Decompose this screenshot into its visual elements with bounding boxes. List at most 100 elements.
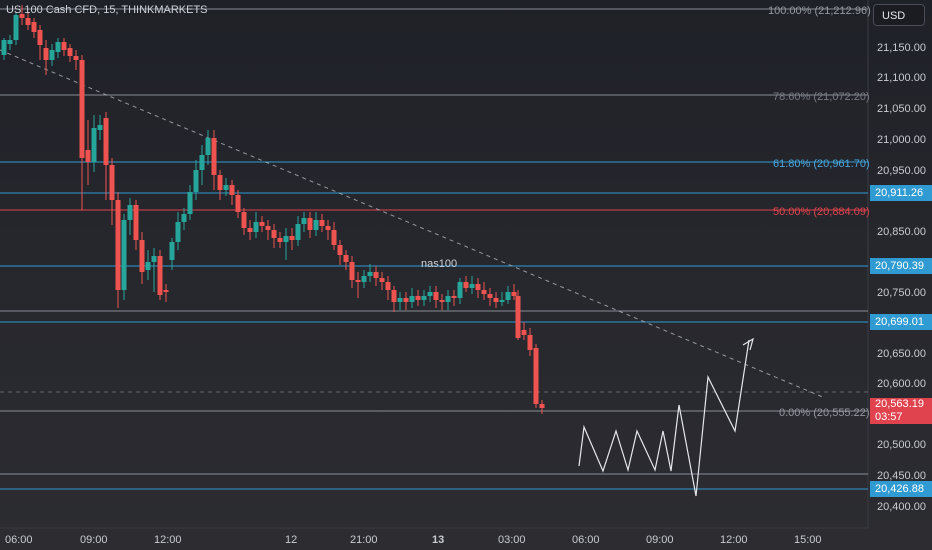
candle-body [493,298,499,302]
candle-body [409,296,415,302]
candle-body [265,226,271,230]
candle-body [163,290,169,292]
candle-body [37,30,43,45]
candle-body [127,205,133,220]
candle-body [49,50,55,60]
price-axis[interactable]: 21,150.00 21,100.00 21,050.00 21,000.00 … [877,42,926,513]
candle-body [31,22,37,32]
time-axis-label: 09:00 [646,534,674,546]
price-tag-level-3[interactable]: 20,699.01 [870,314,932,330]
candle-body [61,42,67,50]
candle-body [157,256,163,295]
candle-body [343,255,349,262]
candle-body [211,138,217,175]
candle-body [539,404,545,408]
price-axis-label: 20,400.00 [877,501,926,513]
price-tag-level-4[interactable]: 20,426.88 [870,481,932,497]
candle-body [205,138,211,155]
candle-body [283,236,289,242]
candle-body [469,284,475,288]
candlestick-series [1,5,545,414]
candle-body [181,214,187,222]
descending-trendline[interactable] [0,49,826,399]
candle-body [109,165,115,200]
time-axis[interactable]: 06:00 09:00 12:00 12 21:00 13 03:00 06:0… [5,534,822,546]
price-tag-level-2[interactable]: 20,790.39 [870,258,932,274]
candle-body [463,282,469,288]
candle-body [481,290,487,294]
candle-body [457,282,463,298]
candle-body [145,262,151,270]
price-axis-label: 20,950.00 [877,165,926,177]
candle-body [97,125,103,130]
candle-body [427,292,433,296]
currency-button[interactable]: USD [873,4,925,26]
candle-body [301,218,307,224]
candle-body [361,276,367,282]
fib-0-label: 0.00% (20,555.22) [779,407,870,419]
candle-body [229,185,235,195]
price-tag-level-1[interactable]: 20,911.26 [870,185,932,201]
candle-body [421,296,427,300]
candle-body [379,278,385,282]
candle-body [193,170,199,192]
candle-body [475,284,481,290]
time-axis-label: 03:00 [498,534,526,546]
candle-body [277,238,283,242]
time-axis-label: 21:00 [350,534,378,546]
candle-body [373,272,379,278]
price-axis-label: 20,750.00 [877,287,926,299]
candle-body [325,226,331,230]
candle-body [521,330,527,335]
candle-body [349,262,355,280]
price-axis-label: 20,650.00 [877,348,926,360]
time-axis-label: 15:00 [794,534,822,546]
nas100-text-annotation[interactable]: nas100 [421,258,458,270]
candle-body [433,292,439,300]
candle-body [533,348,539,404]
fib-labels: 100.00% (21,212.96) 78.60% (21,072.20) 6… [768,5,871,419]
candle-body [397,298,403,302]
candle-countdown: 03:57 [875,411,903,423]
candle-body [295,224,301,240]
price-axis-label: 21,050.00 [877,103,926,115]
time-axis-label: 12 [285,534,297,546]
candle-body [43,48,49,60]
candle-body [103,118,109,165]
candle-body [151,256,157,262]
candle-body [217,175,223,190]
candle-body [385,282,391,290]
symbol-title[interactable]: US 100 Cash CFD, 15, THINKMARKETS [6,4,208,16]
candle-body [133,205,139,240]
candle-body [367,272,373,276]
candle-body [7,40,13,44]
time-axis-label: 12:00 [154,534,182,546]
price-axis-label: 20,450.00 [877,470,926,482]
candle-body [253,222,259,232]
candle-body [313,220,319,230]
candle-body [319,220,325,226]
candle-body [307,218,313,230]
candle-body [487,294,493,298]
candle-body [19,14,25,18]
candle-body [451,296,457,298]
candle-body [505,292,511,300]
price-axis-label: 20,850.00 [877,226,926,238]
time-axis-label: 09:00 [80,534,108,546]
candle-body [85,150,91,162]
time-axis-label: 12:00 [720,534,748,546]
fib-100-label: 100.00% (21,212.96) [768,5,871,17]
candle-body [13,15,19,40]
projection-arrowhead [742,337,754,351]
price-axis-label: 21,150.00 [877,42,926,54]
current-price-tag[interactable]: 20,563.19 03:57 [870,398,932,424]
candle-body [445,296,451,302]
candle-body [259,222,265,226]
time-axis-label: 06:00 [5,534,33,546]
candle-body [355,280,361,282]
candle-body [139,240,145,272]
candle-body [121,220,127,290]
projection-path[interactable] [578,339,750,497]
